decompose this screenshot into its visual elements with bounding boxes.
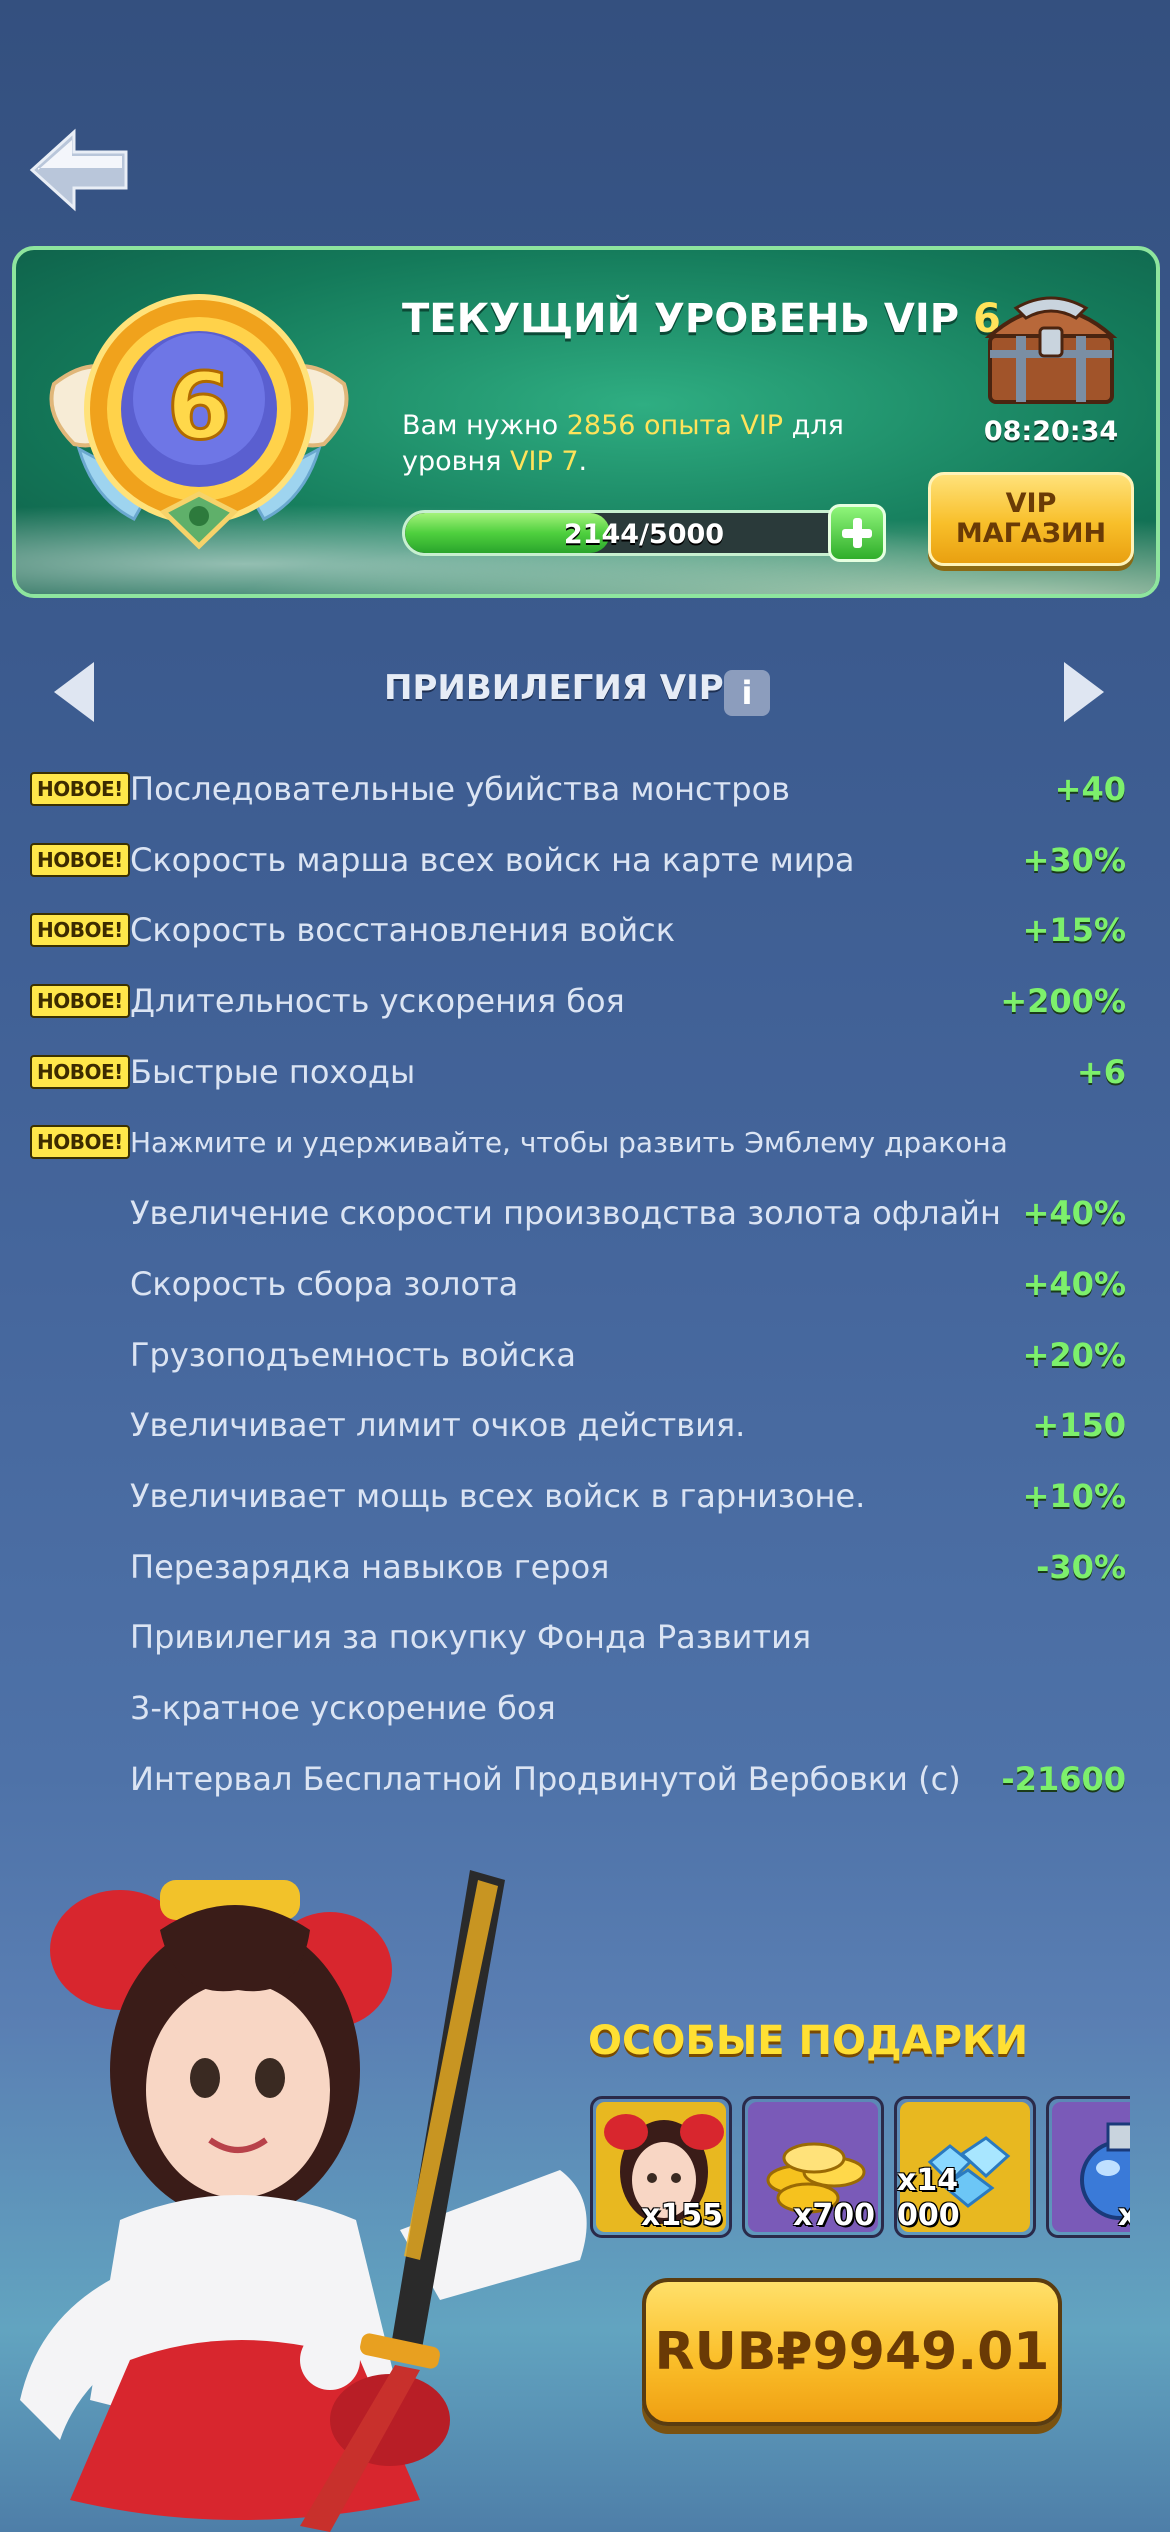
new-badge: НОВОЕ! bbox=[30, 1054, 130, 1089]
next-vip-arrow[interactable] bbox=[1060, 658, 1108, 726]
privilege-label: Интервал Бесплатной Продвинутой Вербовки… bbox=[130, 1759, 961, 1798]
vip-exp-needed-text: Вам нужно 2856 опыта VIP для уровня VIP … bbox=[402, 410, 844, 477]
triangle-right-icon bbox=[1064, 662, 1104, 722]
gift-quantity: x10 bbox=[1118, 2198, 1130, 2233]
progress-text: 2144/5000 bbox=[563, 519, 725, 550]
triangle-left-icon bbox=[54, 662, 94, 722]
treasure-chest-icon[interactable] bbox=[976, 288, 1126, 408]
privilege-row: НОВОЕ! Скорость марша всех войск на карте… bbox=[0, 825, 1170, 896]
vip-level-banner: 6 ТЕКУЩИЙ УРОВЕНЬ VIP 6 Вам нужно 2856 о… bbox=[12, 246, 1160, 598]
price-label: RUB₽9949.01 bbox=[654, 2322, 1050, 2382]
special-gifts-row: x155 x700 x14 000 x10 bbox=[590, 2096, 1130, 2244]
new-badge: НОВОЕ! bbox=[30, 1125, 130, 1160]
privilege-value: -30% bbox=[1036, 1547, 1126, 1586]
hero-portrait-icon bbox=[596, 2102, 726, 2232]
vip-level-badge-icon: 6 bbox=[49, 294, 349, 550]
privilege-label: Увеличивает мощь всех войск в гарнизоне. bbox=[130, 1476, 866, 1515]
privilege-label: Перезарядка навыков героя bbox=[130, 1547, 610, 1586]
progress-fill bbox=[405, 513, 610, 553]
privilege-row: НОВОЕ! Скорость восстановления войск +15% bbox=[0, 895, 1170, 966]
gift-quantity: x155 bbox=[641, 2198, 723, 2233]
new-badge: НОВОЕ! bbox=[30, 984, 130, 1019]
vip-shop-button[interactable]: VIP МАГАЗИН bbox=[928, 472, 1134, 566]
svg-text:6: 6 bbox=[167, 353, 231, 460]
privilege-value: +20% bbox=[1022, 1335, 1126, 1374]
privilege-label: Последовательные убийства монстров bbox=[130, 770, 790, 808]
privilege-row: НОВОЕ! Длительность ускорения боя +200% bbox=[0, 966, 1170, 1037]
gold-coins-icon bbox=[748, 2102, 878, 2232]
privilege-value: +200% bbox=[1000, 982, 1126, 1021]
privilege-row: Увеличивает мощь всех войск в гарнизоне.… bbox=[0, 1461, 1170, 1532]
hero-character-illustration bbox=[20, 1870, 587, 2532]
arrow-left-icon bbox=[29, 128, 128, 212]
privilege-label: Привилегия за покупку Фонда Развития bbox=[130, 1618, 812, 1657]
gift-quantity: x14 000 bbox=[897, 2163, 960, 2233]
privilege-value: +40 bbox=[1054, 770, 1126, 808]
back-button[interactable] bbox=[28, 128, 132, 212]
privilege-row: Привилегия за покупку Фонда Развития bbox=[0, 1602, 1170, 1673]
privilege-value: -21600 bbox=[1001, 1759, 1126, 1798]
vip-level-title: ТЕКУЩИЙ УРОВЕНЬ VIP 6 bbox=[402, 296, 1001, 342]
privilege-row: Грузоподъемность войска +20% bbox=[0, 1320, 1170, 1391]
special-gifts-title: ОСОБЫЕ ПОДАРКИ bbox=[588, 2018, 1029, 2064]
privilege-value: +30% bbox=[1022, 840, 1126, 879]
privilege-row: Перезарядка навыков героя -30% bbox=[0, 1532, 1170, 1603]
privilege-label: Грузоподъемность войска bbox=[130, 1335, 576, 1374]
vip-shop-label: VIP МАГАЗИН bbox=[955, 488, 1107, 549]
gift-item[interactable]: x155 bbox=[590, 2096, 732, 2238]
new-badge: НОВОЕ! bbox=[30, 913, 130, 948]
privilege-label: Длительность ускорения боя bbox=[130, 982, 625, 1021]
gift-item[interactable]: x14 000 bbox=[894, 2096, 1036, 2238]
gift-item[interactable]: x10 bbox=[1046, 2096, 1130, 2238]
add-vip-exp-button[interactable] bbox=[828, 504, 886, 562]
new-badge: НОВОЕ! bbox=[30, 842, 130, 877]
gift-quantity: x700 bbox=[793, 2198, 875, 2233]
privilege-label: Скорость сбора золота bbox=[130, 1264, 519, 1303]
privilege-label: Увеличение скорости производства золота … bbox=[130, 1194, 1001, 1233]
privilege-value: +15% bbox=[1022, 911, 1126, 950]
privilege-row: Интервал Бесплатной Продвинутой Вербовки… bbox=[0, 1744, 1170, 1815]
gift-item[interactable]: x700 bbox=[742, 2096, 884, 2238]
privilege-row: НОВОЕ! Последовательные убийства монстров… bbox=[0, 754, 1170, 825]
privilege-row: Скорость сбора золота +40% bbox=[0, 1249, 1170, 1320]
privilege-label[interactable]: Нажмите и удерживайте, чтобы развить Эмб… bbox=[130, 1126, 1008, 1160]
privilege-row: НОВОЕ! Нажмите и удерживайте, чтобы разви… bbox=[0, 1107, 1170, 1178]
privilege-value: +40% bbox=[1022, 1264, 1126, 1303]
prev-vip-arrow[interactable] bbox=[50, 658, 98, 726]
privilege-row: Увеличивает лимит очков действия. +150 bbox=[0, 1390, 1170, 1461]
privilege-value: +40% bbox=[1022, 1194, 1126, 1233]
privilege-label: Скорость марша всех войск на карте мира bbox=[130, 840, 855, 879]
privilege-row: Увеличение скорости производства золота … bbox=[0, 1178, 1170, 1249]
new-badge: НОВОЕ! bbox=[30, 772, 130, 806]
privilege-row: 3-кратное ускорение боя bbox=[0, 1673, 1170, 1744]
privilege-label: Увеличивает лимит очков действия. bbox=[130, 1406, 746, 1445]
privilege-value: +10% bbox=[1022, 1476, 1126, 1515]
privilege-row: НОВОЕ! Быстрые походы +6 bbox=[0, 1037, 1170, 1108]
privilege-title: ПРИВИЛЕГИЯ VIP 6 bbox=[384, 668, 760, 708]
privilege-label: Скорость восстановления войск bbox=[130, 911, 676, 950]
info-icon[interactable]: i bbox=[724, 670, 770, 716]
privilege-label: 3-кратное ускорение боя bbox=[130, 1688, 556, 1727]
privilege-list: НОВОЕ! Последовательные убийства монстров… bbox=[0, 754, 1170, 1814]
purchase-button[interactable]: RUB₽9949.01 bbox=[642, 2278, 1062, 2426]
chest-timer: 08:20:34 bbox=[983, 416, 1119, 447]
blue-gems-icon bbox=[900, 2102, 1030, 2232]
potion-icon bbox=[1052, 2102, 1130, 2232]
vip-exp-progress-bar: 2144/5000 bbox=[402, 510, 886, 556]
privilege-label: Быстрые походы bbox=[130, 1052, 416, 1091]
privilege-value: +150 bbox=[1032, 1406, 1126, 1445]
privilege-value: +6 bbox=[1076, 1052, 1126, 1091]
